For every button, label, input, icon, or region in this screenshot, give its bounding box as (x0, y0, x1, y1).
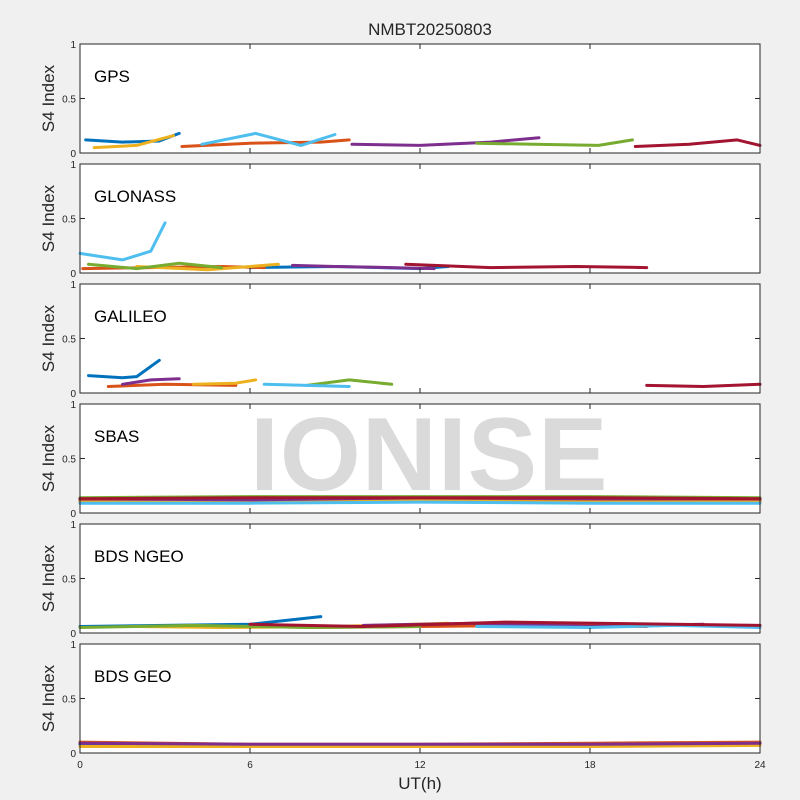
panel-label: GALILEO (94, 307, 167, 326)
panel-label: BDS GEO (94, 667, 171, 686)
series-line (78, 500, 762, 505)
y-axis-label: S4 Index (39, 184, 58, 252)
series-line (78, 741, 762, 746)
y-tick-label: 0.5 (62, 575, 76, 586)
y-tick-label: 0.5 (62, 695, 76, 706)
series-line (475, 623, 762, 629)
y-tick-label: 0 (70, 629, 76, 640)
y-tick-label: 1 (70, 640, 76, 651)
x-tick-label: 24 (754, 760, 766, 771)
series-line (135, 262, 280, 272)
y-tick-label: 1 (70, 520, 76, 531)
panel-label: BDS NGEO (94, 547, 184, 566)
series-line (78, 496, 762, 501)
y-tick-label: 0 (70, 749, 76, 760)
plot-area (80, 164, 760, 273)
y-axis-label: S4 Index (39, 64, 58, 132)
panel-galileo: 0 0.5 1 GALILEO S4 Index (39, 280, 762, 400)
y-axis-label: S4 Index (39, 304, 58, 372)
series-line (92, 134, 175, 150)
series-line (248, 620, 762, 628)
series-line (350, 136, 541, 147)
series-line (87, 358, 161, 380)
series-line (291, 263, 436, 271)
y-tick-label: 1 (70, 280, 76, 291)
figure-title: NMBT20250803 (368, 20, 492, 39)
x-tick-label: 0 (77, 760, 83, 771)
x-tick-label: 12 (414, 760, 426, 771)
series-line (78, 221, 167, 262)
y-tick-label: 0.5 (62, 455, 76, 466)
plot-area (80, 44, 760, 153)
series-line (262, 382, 351, 388)
y-axis-label: S4 Index (39, 544, 58, 612)
y-tick-label: 1 (70, 400, 76, 411)
panel-glonass: 0 0.5 1 GLONASS S4 Index (39, 160, 761, 280)
panel-bds-ngeo: 0 0.5 1 BDS NGEO S4 Index (39, 520, 762, 640)
plot-area (80, 644, 760, 753)
y-axis-label: S4 Index (39, 664, 58, 732)
series-line (645, 382, 762, 388)
series-line (305, 378, 394, 387)
series-line (87, 261, 224, 271)
plot-area (80, 404, 760, 513)
plot-area (80, 524, 760, 633)
series-line (404, 262, 649, 270)
panel-gps: 0 0.5 1 GPS S4 Index (39, 40, 762, 160)
x-tick-label: 6 (247, 760, 253, 771)
series-line (200, 131, 337, 147)
y-tick-label: 0.5 (62, 335, 76, 346)
y-tick-label: 0 (70, 509, 76, 520)
y-tick-label: 0 (70, 389, 76, 400)
panel-label: GPS (94, 67, 130, 86)
y-axis-label: S4 Index (39, 424, 58, 492)
y-tick-label: 0 (70, 149, 76, 160)
y-tick-label: 1 (70, 160, 76, 171)
x-tick-label: 18 (584, 760, 596, 771)
panel-sbas: 0 0.5 1 SBAS S4 Index (39, 400, 762, 520)
panel-label: GLONASS (94, 187, 176, 206)
y-tick-label: 0 (70, 269, 76, 280)
series-line (633, 138, 762, 148)
y-tick-label: 0.5 (62, 215, 76, 226)
series-line (475, 138, 634, 147)
panel-bds-geo: 0 0.5 1 0 6 12 18 24 BDS GEO S4 Index (39, 640, 766, 771)
plot-area (80, 284, 760, 393)
x-axis-label: UT(h) (398, 774, 441, 793)
series-line (191, 378, 258, 386)
series-line (78, 743, 762, 748)
y-tick-label: 0.5 (62, 95, 76, 106)
series-line (121, 377, 181, 386)
panel-label: SBAS (94, 427, 139, 446)
y-tick-label: 1 (70, 40, 76, 51)
